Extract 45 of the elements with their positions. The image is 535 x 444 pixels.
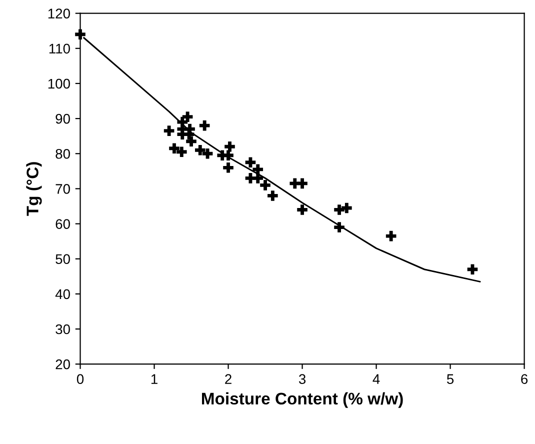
point xyxy=(75,29,86,40)
point xyxy=(297,178,308,189)
point xyxy=(184,129,194,140)
y-tick-label: 50 xyxy=(56,254,70,264)
point xyxy=(297,204,308,215)
point xyxy=(202,148,213,159)
point xyxy=(260,180,270,190)
point xyxy=(182,112,193,122)
y-axis-title: Tg (°C) xyxy=(26,162,42,216)
x-tick-label: 4 xyxy=(372,374,380,384)
y-tick-label: 30 xyxy=(56,324,70,334)
point xyxy=(334,204,344,215)
y-tick-label: 20 xyxy=(56,359,70,370)
y-tick-label: 70 xyxy=(56,184,70,194)
point xyxy=(252,164,264,175)
y-tick-label: 100 xyxy=(48,78,70,89)
point xyxy=(223,162,234,173)
point xyxy=(334,222,344,232)
point xyxy=(176,146,187,158)
x-tick-label: 5 xyxy=(446,374,454,384)
y-tick-label: 80 xyxy=(56,148,70,159)
x-tick-label: 0 xyxy=(76,374,84,384)
point xyxy=(245,157,256,168)
x-tick-label: 6 xyxy=(521,374,528,384)
point xyxy=(252,173,264,184)
point xyxy=(386,230,396,242)
y-tick-label: 60 xyxy=(56,219,70,229)
point xyxy=(194,144,206,156)
point xyxy=(223,150,234,161)
point xyxy=(199,120,210,131)
y-tick-label: 40 xyxy=(55,289,70,300)
point xyxy=(342,202,352,214)
y-tick-label: 90 xyxy=(56,114,70,124)
x-tick-label: 1 xyxy=(151,374,158,384)
point xyxy=(224,141,235,152)
x-tick-label: 2 xyxy=(225,374,232,384)
point xyxy=(467,264,478,275)
y-tick-label: 110 xyxy=(49,44,70,54)
point xyxy=(164,126,174,136)
point xyxy=(186,136,196,146)
y-tick-label: 120 xyxy=(48,8,70,18)
x-axis-title: Moisture Content (% w/w) xyxy=(202,392,403,408)
point xyxy=(268,190,278,201)
point xyxy=(169,143,180,154)
x-tick-label: 3 xyxy=(298,374,306,384)
